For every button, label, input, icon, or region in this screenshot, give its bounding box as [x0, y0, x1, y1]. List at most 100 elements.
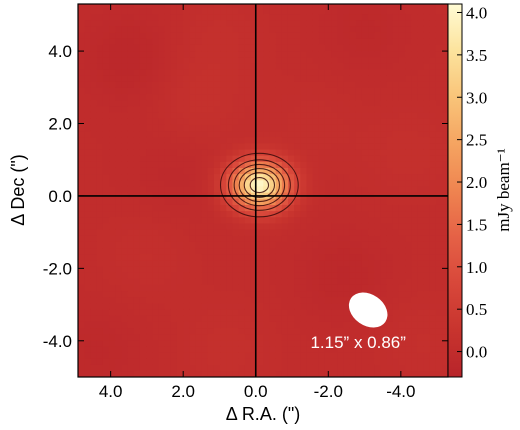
heatmap-cell: [410, 352, 418, 359]
heatmap-cell: [404, 19, 412, 27]
heatmap-cell: [176, 75, 184, 82]
heatmap-cell: [373, 216, 381, 224]
heatmap-cell: [108, 345, 116, 353]
heatmap-cell: [238, 118, 245, 125]
heatmap-cell: [312, 155, 319, 162]
heatmap-cell: [225, 4, 233, 8]
heatmap-cell: [78, 19, 85, 27]
heatmap-cell: [318, 4, 325, 8]
heatmap-cell: [182, 44, 190, 52]
heatmap-cell: [293, 247, 301, 255]
heatmap-cell: [423, 370, 430, 377]
heatmap-cell: [262, 315, 270, 322]
heatmap-cell: [256, 358, 264, 365]
heatmap-cell: [213, 167, 221, 175]
heatmap-cell: [207, 25, 214, 33]
heatmap-cell: [244, 278, 251, 285]
heatmap-cell: [410, 333, 418, 341]
heatmap-cell: [305, 93, 313, 101]
heatmap-cell: [139, 216, 147, 224]
heatmap-cell: [151, 253, 159, 261]
heatmap-cell: [435, 228, 443, 236]
heatmap-cell: [262, 148, 270, 156]
heatmap-cell: [416, 228, 424, 236]
heatmap-cell: [194, 173, 202, 181]
heatmap-cell: [336, 75, 344, 82]
heatmap-cell: [120, 142, 128, 150]
heatmap-cell: [268, 327, 276, 335]
heatmap-cell: [429, 345, 436, 353]
heatmap-cell: [367, 87, 375, 95]
heatmap-cell: [367, 216, 375, 224]
heatmap-cell: [318, 198, 325, 205]
heatmap-cell: [151, 136, 159, 144]
heatmap-cell: [139, 241, 147, 249]
heatmap-cell: [244, 204, 251, 212]
heatmap-cell: [83, 358, 91, 365]
heatmap-cell: [244, 136, 251, 144]
contour-line: [243, 172, 276, 198]
heatmap-cell: [441, 62, 448, 70]
heatmap-cell: [157, 179, 165, 187]
heatmap-cell: [275, 7, 282, 15]
heatmap-cell: [231, 167, 239, 175]
heatmap-cell: [250, 358, 258, 365]
heatmap-cell: [275, 4, 282, 8]
heatmap-cell: [170, 315, 177, 322]
heatmap-cell: [404, 216, 412, 224]
heatmap-cell: [213, 93, 221, 101]
heatmap-cell: [176, 7, 184, 15]
heatmap-cell: [410, 31, 418, 39]
heatmap-cell: [312, 315, 319, 322]
heatmap-cell: [373, 228, 381, 236]
heatmap-cell: [305, 155, 313, 162]
heatmap-cell: [182, 93, 190, 101]
heatmap-cell: [441, 358, 448, 365]
heatmap-cell: [268, 253, 276, 261]
heatmap-cell: [373, 345, 381, 353]
heatmap-cell: [268, 358, 276, 365]
heatmap-cell: [435, 290, 443, 298]
heatmap-cell: [262, 241, 270, 249]
heatmap-cell: [293, 111, 301, 119]
heatmap-cell: [90, 241, 97, 249]
heatmap-cell: [379, 296, 387, 304]
heatmap-cell: [114, 247, 122, 255]
heatmap-cell: [120, 93, 128, 101]
heatmap-cell: [336, 278, 344, 285]
heatmap-cell: [78, 185, 85, 193]
heatmap-cell: [379, 339, 387, 347]
heatmap-cell: [410, 38, 418, 45]
heatmap-cell: [176, 124, 184, 132]
heatmap-cell: [170, 247, 177, 255]
heatmap-cell: [342, 142, 350, 150]
heatmap-cell: [299, 136, 307, 144]
heatmap-cell: [182, 50, 190, 58]
heatmap-cell: [305, 290, 313, 298]
heatmap-cell: [164, 68, 171, 76]
heatmap-cell: [423, 173, 430, 181]
heatmap-cell: [379, 19, 387, 27]
heatmap-cell: [244, 130, 251, 138]
heatmap-cell: [435, 19, 443, 27]
heatmap-cell: [275, 228, 282, 236]
heatmap-cell: [256, 68, 264, 76]
heatmap-cell: [78, 339, 85, 347]
heatmap-cell: [312, 136, 319, 144]
colorbar: 0.00.51.01.52.02.53.03.54.0 mJy beam⁻¹: [447, 3, 513, 378]
heatmap-cell: [398, 333, 406, 341]
heatmap-cell: [355, 352, 362, 359]
heatmap-cell: [392, 130, 399, 138]
heatmap-cell: [188, 25, 196, 33]
heatmap-cell: [287, 345, 295, 353]
heatmap-cell: [170, 296, 177, 304]
heatmap-cell: [176, 111, 184, 119]
heatmap-cell: [78, 87, 85, 95]
heatmap-cell: [225, 173, 233, 181]
heatmap-cell: [139, 173, 147, 181]
heatmap-cell: [305, 364, 313, 372]
heatmap-cell: [293, 99, 301, 107]
heatmap-cell: [299, 75, 307, 82]
heatmap-cell: [213, 62, 221, 70]
heatmap-cell: [299, 370, 307, 377]
